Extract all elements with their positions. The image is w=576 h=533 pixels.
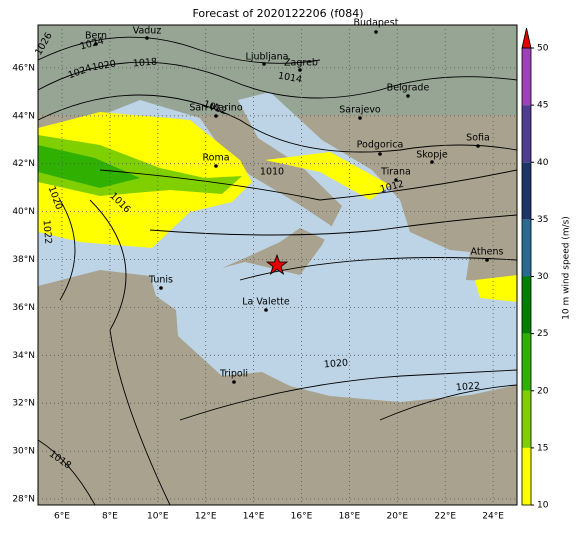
city-dot bbox=[476, 144, 480, 148]
colorbar-label: 10 m wind speed (m/s) bbox=[562, 216, 572, 320]
city-dot bbox=[94, 42, 98, 46]
city-label: Roma bbox=[202, 153, 229, 164]
city-label: San Marino bbox=[189, 103, 242, 114]
colorbar-tick-label: 25 bbox=[537, 329, 548, 339]
isobar-label: 1022 bbox=[455, 380, 480, 393]
city-label: Tunis bbox=[148, 275, 173, 286]
colorbar-tick-label: 35 bbox=[537, 215, 548, 225]
city-dot bbox=[378, 152, 382, 156]
colorbar-segment bbox=[522, 219, 531, 277]
city-label: Ljubljana bbox=[246, 52, 289, 63]
city-dot bbox=[406, 94, 410, 98]
isobar-label: 1020 bbox=[91, 58, 117, 73]
city-dot bbox=[298, 68, 302, 72]
lon-label: 22°E bbox=[434, 512, 456, 522]
frame bbox=[37, 24, 518, 506]
lon-label: 16°E bbox=[291, 512, 313, 522]
colorbar-tick-label: 45 bbox=[537, 101, 548, 111]
city-dot bbox=[394, 178, 398, 182]
lat-label: 46°N bbox=[12, 63, 35, 73]
city-label: Budapest bbox=[354, 18, 399, 29]
city-dot bbox=[430, 160, 434, 164]
lat-label: 32°N bbox=[12, 399, 35, 409]
colorbar-segment bbox=[522, 48, 531, 106]
lat-label: 28°N bbox=[12, 495, 35, 505]
isobars bbox=[38, 36, 517, 505]
city-label: Belgrade bbox=[387, 83, 430, 94]
city-label: Skopje bbox=[416, 150, 448, 161]
wind-zone bbox=[475, 275, 517, 302]
isobar-label: 1018 bbox=[132, 56, 157, 69]
city-dot bbox=[264, 308, 268, 312]
colorbar-tick-label: 20 bbox=[537, 386, 549, 396]
storm-marker bbox=[265, 253, 289, 276]
isobar-label: 1010 bbox=[260, 167, 284, 178]
city-label: Podgorica bbox=[357, 140, 404, 151]
city-label: Tirana bbox=[380, 167, 411, 178]
lat-label: 42°N bbox=[12, 159, 35, 169]
city-label: La Valette bbox=[242, 297, 290, 308]
lat-label: 44°N bbox=[12, 111, 35, 121]
lat-label: 36°N bbox=[12, 303, 35, 313]
isobar-label: 1020 bbox=[323, 357, 348, 370]
city-label: Vaduz bbox=[133, 26, 162, 37]
city-dot bbox=[145, 36, 149, 40]
city-label: Zagreb bbox=[284, 58, 318, 69]
lon-label: 10°E bbox=[147, 512, 169, 522]
city-label: Tripoli bbox=[219, 369, 248, 380]
title: Forecast of 2020122206 (f084) bbox=[192, 7, 363, 20]
lat-label: 40°N bbox=[12, 207, 35, 217]
isobar-label: 1022 bbox=[40, 219, 53, 244]
colorbar-segment bbox=[522, 162, 531, 220]
colorbar-tick-label: 15 bbox=[537, 443, 548, 453]
city-label: Bern bbox=[85, 31, 107, 42]
lon-label: 24°E bbox=[482, 512, 504, 522]
colorbar-tick-label: 50 bbox=[537, 44, 549, 54]
lon-label: 18°E bbox=[339, 512, 361, 522]
colorbar-segment bbox=[522, 447, 531, 505]
lon-label: 8°E bbox=[102, 512, 118, 522]
city-label: Sofia bbox=[466, 133, 490, 144]
wind-zone bbox=[38, 145, 140, 188]
colorbar-tick-label: 40 bbox=[537, 158, 549, 168]
colorbar-segment bbox=[522, 333, 531, 391]
city-dot bbox=[374, 30, 378, 34]
city-dot bbox=[358, 116, 362, 120]
city-dot bbox=[214, 164, 218, 168]
lon-label: 20°E bbox=[386, 512, 408, 522]
city-label: Athens bbox=[471, 247, 504, 258]
wind-zone bbox=[265, 152, 390, 200]
colorbar-tick-label: 30 bbox=[537, 272, 549, 282]
city-dot bbox=[485, 258, 489, 262]
lon-label: 14°E bbox=[243, 512, 265, 522]
colorbar-segment bbox=[522, 390, 531, 448]
city-dot bbox=[262, 62, 266, 66]
colorbar-tick-label: 10 bbox=[537, 501, 549, 511]
city-label: Sarajevo bbox=[339, 105, 381, 116]
colorbar-segment bbox=[522, 276, 531, 334]
lon-label: 12°E bbox=[195, 512, 217, 522]
isobar-label: 1014 bbox=[277, 70, 303, 85]
city-dot bbox=[159, 286, 163, 290]
lon-label: 6°E bbox=[54, 512, 70, 522]
lat-label: 34°N bbox=[12, 351, 35, 361]
city-dot bbox=[232, 380, 236, 384]
colorbar-segment bbox=[522, 105, 531, 163]
lat-label: 38°N bbox=[12, 255, 35, 265]
lat-label: 30°N bbox=[12, 447, 35, 457]
city-dot bbox=[214, 114, 218, 118]
colorbar-extend bbox=[521, 27, 532, 49]
